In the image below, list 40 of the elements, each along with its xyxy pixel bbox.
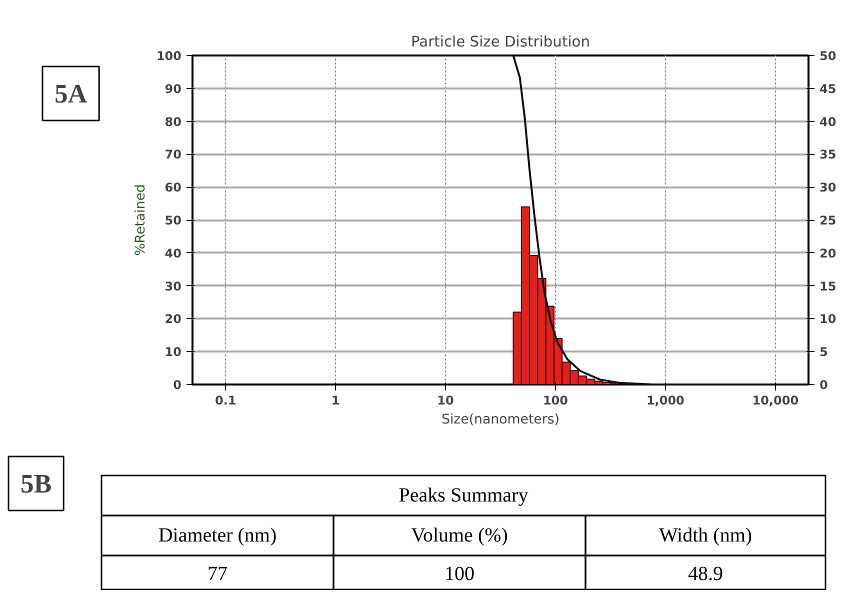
y-tick-label: 10 xyxy=(164,345,182,360)
y-tick-label: 100 xyxy=(156,49,182,63)
text: Volume (%) xyxy=(411,524,508,546)
y2-tick-label: 5 xyxy=(820,345,828,360)
y2-tick-label: 0 xyxy=(820,378,828,392)
x-tick-label: 0.1 xyxy=(214,394,236,408)
y2-tick-label: 40 xyxy=(820,114,836,129)
y-tick-label: 30 xyxy=(164,279,182,294)
y2-tick-label: 50 xyxy=(820,49,836,63)
y2-tick-label: 15 xyxy=(820,279,836,294)
text: 77 xyxy=(208,563,228,585)
y-tick-label: 80 xyxy=(164,114,182,129)
x-tick-label: 100 xyxy=(542,394,568,408)
chart-title: Particle Size Distribution xyxy=(410,34,590,50)
y-tick-label: 70 xyxy=(164,148,182,162)
text: 5A xyxy=(54,78,88,109)
x-tick-label: 10,000 xyxy=(752,394,799,408)
y2-tick-label: 45 xyxy=(820,82,836,96)
x-tick-label: 1 xyxy=(331,394,340,408)
y-tick-label: 40 xyxy=(164,246,182,260)
x-tick-label: 10 xyxy=(437,394,454,408)
y-axis-title: %Retained xyxy=(133,184,148,256)
y2-tick-label: 30 xyxy=(820,180,836,195)
y-tick-label: 90 xyxy=(164,82,182,96)
text: 5B xyxy=(20,468,52,498)
y2-tick-label: 10 xyxy=(820,312,836,326)
text: 100 xyxy=(444,563,474,585)
text: 48.9 xyxy=(688,563,723,585)
y-tick-label: 50 xyxy=(164,214,182,228)
y-tick-label: 60 xyxy=(164,180,182,195)
y2-tick-label: 20 xyxy=(820,246,836,260)
text: Peaks Summary xyxy=(398,484,528,506)
x-tick-label: 1,000 xyxy=(646,394,684,408)
y2-tick-label: 35 xyxy=(820,148,836,162)
text: Diameter (nm) xyxy=(158,524,277,546)
y-tick-label: 0 xyxy=(173,378,182,392)
y2-tick-label: 25 xyxy=(820,214,836,228)
y-tick-label: 20 xyxy=(164,312,182,326)
x-axis-title: Size(nanometers) xyxy=(441,412,560,428)
text: Width (nm) xyxy=(658,524,752,546)
